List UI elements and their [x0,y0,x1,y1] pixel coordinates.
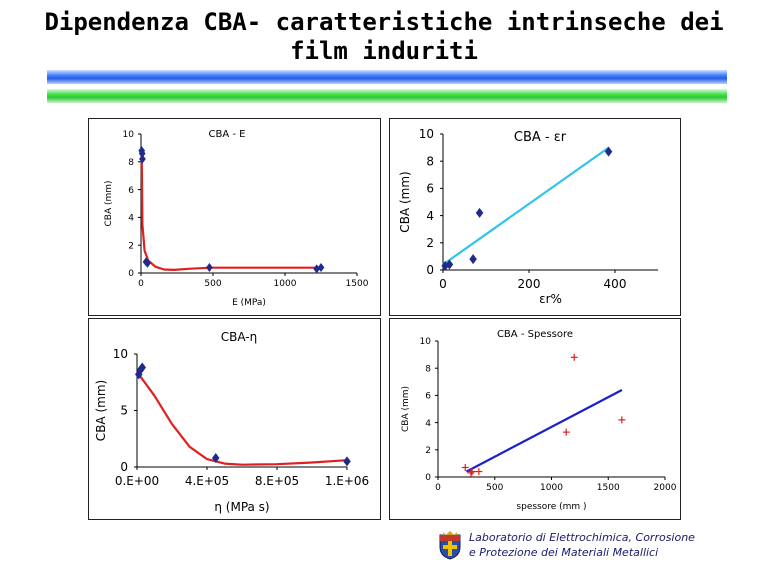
x-tick-label: 400 [604,277,627,291]
x-tick-label: 500 [204,279,221,289]
data-point [461,463,469,471]
y-axis-label: CBA (mm) [94,380,108,441]
x-tick-label: 200 [518,277,541,291]
chart-cba-e: CBA - E 0 2 4 6 8 10 0 500 1000 1500 E (MPa) CBA (mm… [88,118,381,316]
data-point [144,258,151,268]
y-tick-label: 4 [425,419,431,429]
data-point [445,259,454,270]
y-axis-label: CBA (mm) [104,180,114,226]
chart-cba-spessore: CBA - Spessore 0 2 4 6 8 10 0 500 1000 1500 2000 spe… [389,318,681,520]
data-point [317,262,325,272]
y-tick-label: 2 [425,446,431,456]
chart-title: CBA - Spessore [497,329,573,340]
data-point [469,254,477,265]
y-tick-label: 6 [425,392,431,402]
data-point [135,369,143,380]
chart-cba-er-plot: CBA - εr 0 2 4 6 8 10 0 200 400 εr% CBA (mm) [398,127,658,306]
y-tick-label: 10 [113,347,128,361]
x-tick-label: 0 [138,279,144,289]
y-tick-label: 8 [426,154,434,168]
data-point [475,207,484,218]
footer-line-1: Laboratorio di Elettrochimica, Corrosion… [469,531,695,544]
chart-cba-er: CBA - εr 0 2 4 6 8 10 0 200 400 εr% CBA (mm) [389,118,681,316]
chart-title: CBA - εr [514,130,567,145]
y-axis-label: CBA (mm) [398,171,412,232]
data-point [139,154,146,164]
x-tick-label: 4.E+05 [185,474,229,488]
data-point [441,260,449,271]
chart-cba-spessore-plot: CBA - Spessore 0 2 4 6 8 10 0 500 1000 1500 2000 spe… [401,329,677,512]
y-tick-label: 8 [128,158,134,168]
y-tick-label: 5 [120,404,128,418]
y-tick-label: 6 [426,182,434,196]
x-tick-label: 1500 [597,483,620,493]
y-tick-label: 2 [426,236,434,250]
trend-line [137,373,348,466]
y-tick-label: 0 [128,269,134,279]
y-axis-label: CBA (mm) [401,386,411,432]
chart-cba-eta-plot: CBA-η 0 5 10 0.E+00 4.E+05 8.E+05 1.E+06 η (MPa … [94,330,369,514]
data-point [468,468,476,476]
y-tick-label: 10 [419,127,434,141]
x-axis-label: εr% [539,292,562,306]
footer-line-2: e Protezione dei Materiali Metallici [469,546,659,559]
x-tick-label: 500 [486,483,503,493]
data-point [138,148,146,158]
blue-divider-bar [47,70,727,84]
y-tick-label: 6 [128,186,134,196]
x-tick-label: 8.E+05 [255,474,299,488]
data-point [618,416,626,424]
x-axis-label: E (MPa) [232,298,266,308]
data-point [343,456,351,467]
x-axis-label: spessore (mm ) [516,502,586,512]
data-point [562,428,570,436]
y-tick-label: 0 [120,460,128,474]
data-point [467,469,475,477]
data-point [475,468,483,476]
y-tick-label: 10 [420,337,432,347]
x-tick-label: 1.E+06 [325,474,369,488]
data-point [212,452,220,463]
y-tick-label: 4 [426,209,434,223]
data-point [206,262,213,272]
data-point [138,362,146,373]
chart-title: CBA - E [209,129,246,140]
x-tick-label: 0 [439,277,447,291]
x-tick-label: 1500 [346,279,369,289]
chart-title: CBA-η [221,330,258,344]
university-crest-icon [439,531,461,560]
x-tick-label: 0.E+00 [115,474,159,488]
x-tick-label: 2000 [654,483,677,493]
y-tick-label: 8 [425,364,431,374]
x-tick-label: 1000 [540,483,563,493]
y-tick-label: 10 [123,130,135,140]
x-tick-label: 0 [435,483,441,493]
trend-line [140,150,321,271]
page-title: Dipendenza CBA- caratteristiche intrinse… [44,8,724,65]
x-axis-label: η (MPa s) [214,500,269,514]
trend-line [465,389,623,473]
footer: Laboratorio di Elettrochimica, Corrosion… [437,528,737,564]
chart-cba-e-plot: CBA - E 0 2 4 6 8 10 0 500 1000 1500 E (MPa) CBA (mm… [104,129,369,308]
data-point [570,353,578,361]
y-tick-label: 4 [128,214,134,224]
green-divider-bar [47,89,727,103]
y-tick-label: 2 [128,241,134,251]
y-tick-label: 0 [426,263,434,277]
y-tick-label: 0 [425,473,431,483]
footer-lab-name: Laboratorio di Elettrochimica, Corrosion… [469,530,695,560]
chart-cba-eta: CBA-η 0 5 10 0.E+00 4.E+05 8.E+05 1.E+06 η (MPa … [88,318,381,520]
x-tick-label: 1000 [274,279,297,289]
trend-line [442,146,610,266]
data-point [604,146,613,157]
